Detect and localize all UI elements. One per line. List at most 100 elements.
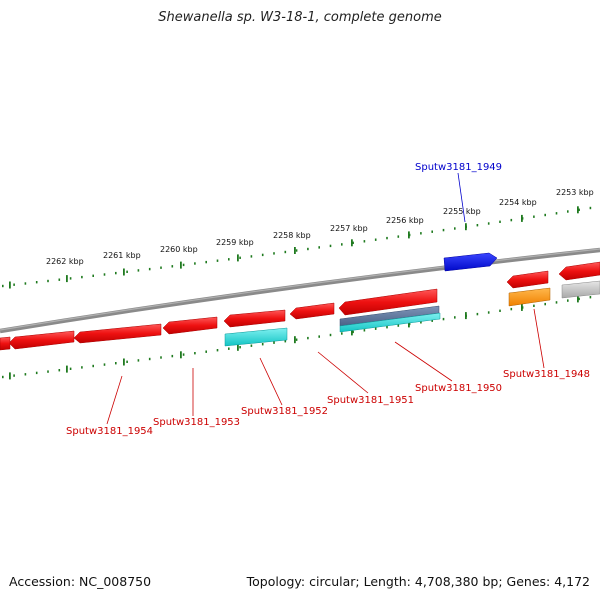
gene-arrow[interactable] xyxy=(506,270,549,289)
tick-label: 2261 kbp xyxy=(103,251,141,260)
leader-line-1948 xyxy=(533,308,545,369)
minor-tick xyxy=(47,370,49,373)
major-tick xyxy=(521,214,523,222)
gene-grey[interactable] xyxy=(561,280,600,299)
major-tick xyxy=(465,312,467,320)
minor-tick xyxy=(510,307,513,311)
gene-1954[interactable] xyxy=(73,323,162,344)
major-tick xyxy=(294,336,296,344)
gene-1951[interactable] xyxy=(289,302,335,320)
major-tick xyxy=(66,365,68,373)
minor-tick xyxy=(160,356,162,359)
minor-tick xyxy=(318,246,320,249)
minor-tick xyxy=(24,282,27,285)
minor-tick xyxy=(148,267,151,271)
minor-tick xyxy=(442,317,445,321)
minor-tick xyxy=(126,360,128,363)
minor-tick xyxy=(397,235,400,238)
major-tick xyxy=(123,268,125,276)
minor-tick xyxy=(24,373,27,376)
major-tick xyxy=(237,343,239,351)
major-tick xyxy=(521,303,523,311)
minor-tick xyxy=(13,374,15,377)
minor-tick xyxy=(261,343,264,346)
minor-tick xyxy=(35,281,38,284)
gene-1952-rna[interactable] xyxy=(224,327,288,347)
gene-labels: Sputw3181_1949 Sputw3181_1948 Sputw3181_… xyxy=(66,162,590,437)
gene-1950-rna-lower[interactable] xyxy=(339,312,441,333)
minor-tick xyxy=(442,228,445,232)
minor-tick xyxy=(284,250,287,254)
minor-tick xyxy=(295,249,298,252)
tick-label: 2254 kbp xyxy=(499,198,537,207)
tick-label: 2256 kbp xyxy=(386,216,424,225)
gene-1950[interactable] xyxy=(338,288,438,316)
major-tick xyxy=(408,231,410,239)
minor-tick xyxy=(92,274,94,277)
minor-tick xyxy=(533,215,535,218)
minor-tick xyxy=(2,375,4,379)
minor-tick xyxy=(578,208,580,211)
leader-line-1950 xyxy=(394,341,453,382)
gene-label-1950[interactable]: Sputw3181_1950 xyxy=(415,383,502,394)
minor-tick xyxy=(171,354,174,358)
major-tick xyxy=(66,275,68,283)
genome-title: Shewanella sp. W3-18-1, complete genome xyxy=(158,10,442,25)
minor-tick xyxy=(533,304,535,307)
gene-arrow[interactable] xyxy=(0,336,11,351)
minor-tick xyxy=(307,247,309,251)
minor-tick xyxy=(476,312,479,316)
minor-tick xyxy=(160,266,162,269)
gene-arrow[interactable] xyxy=(558,261,600,281)
minor-tick xyxy=(58,369,61,372)
major-tick xyxy=(465,223,467,231)
minor-tick xyxy=(216,349,219,352)
gene-label-1951[interactable]: Sputw3181_1951 xyxy=(327,395,414,406)
minor-tick xyxy=(103,363,106,366)
minor-tick xyxy=(363,240,366,243)
minor-tick xyxy=(555,212,558,215)
gene-arrow[interactable] xyxy=(8,330,75,350)
major-tick xyxy=(9,281,11,289)
gene-1953[interactable] xyxy=(162,316,218,335)
minor-tick xyxy=(137,359,140,362)
minor-tick xyxy=(352,241,354,244)
gene-label-1953[interactable]: Sputw3181_1953 xyxy=(153,417,240,428)
minor-tick xyxy=(420,321,422,324)
gene-label-1954[interactable]: Sputw3181_1954 xyxy=(66,426,153,437)
minor-tick xyxy=(307,336,309,340)
minor-tick xyxy=(454,227,456,230)
tick-label: 2253 kbp xyxy=(556,188,594,197)
major-tick xyxy=(408,320,410,328)
minor-tick xyxy=(352,330,354,334)
upper-tick-track xyxy=(2,206,592,289)
minor-tick xyxy=(81,366,83,369)
gene-label-1949[interactable]: Sputw3181_1949 xyxy=(415,162,502,173)
major-tick xyxy=(351,239,353,247)
minor-tick xyxy=(115,271,117,275)
accession-text: Accession: NC_008750 xyxy=(9,574,152,589)
minor-tick xyxy=(137,269,140,272)
minor-tick xyxy=(555,301,558,304)
gene-1949-selected[interactable] xyxy=(443,252,498,272)
major-tick xyxy=(180,351,182,359)
tick-label: 2259 kbp xyxy=(216,238,254,247)
minor-tick xyxy=(567,299,569,302)
minor-tick xyxy=(69,277,72,280)
gene-1952[interactable] xyxy=(223,309,286,328)
tick-label: 2257 kbp xyxy=(330,224,368,233)
minor-tick xyxy=(228,347,230,350)
leader-line-1952 xyxy=(259,357,283,406)
forward-strand-genes xyxy=(443,252,600,289)
genome-stats-text: Topology: circular; Length: 4,708,380 bp… xyxy=(246,574,590,589)
lower-tick-track xyxy=(2,295,592,380)
gene-1948-orange[interactable] xyxy=(508,287,551,307)
minor-tick xyxy=(81,275,83,279)
minor-tick xyxy=(499,220,501,223)
label-leader-lines xyxy=(106,172,545,425)
minor-tick xyxy=(115,362,117,365)
gene-label-1952[interactable]: Sputw3181_1952 xyxy=(241,406,328,417)
minor-tick xyxy=(431,230,433,233)
gene-label-1948[interactable]: Sputw3181_1948 xyxy=(503,369,590,380)
